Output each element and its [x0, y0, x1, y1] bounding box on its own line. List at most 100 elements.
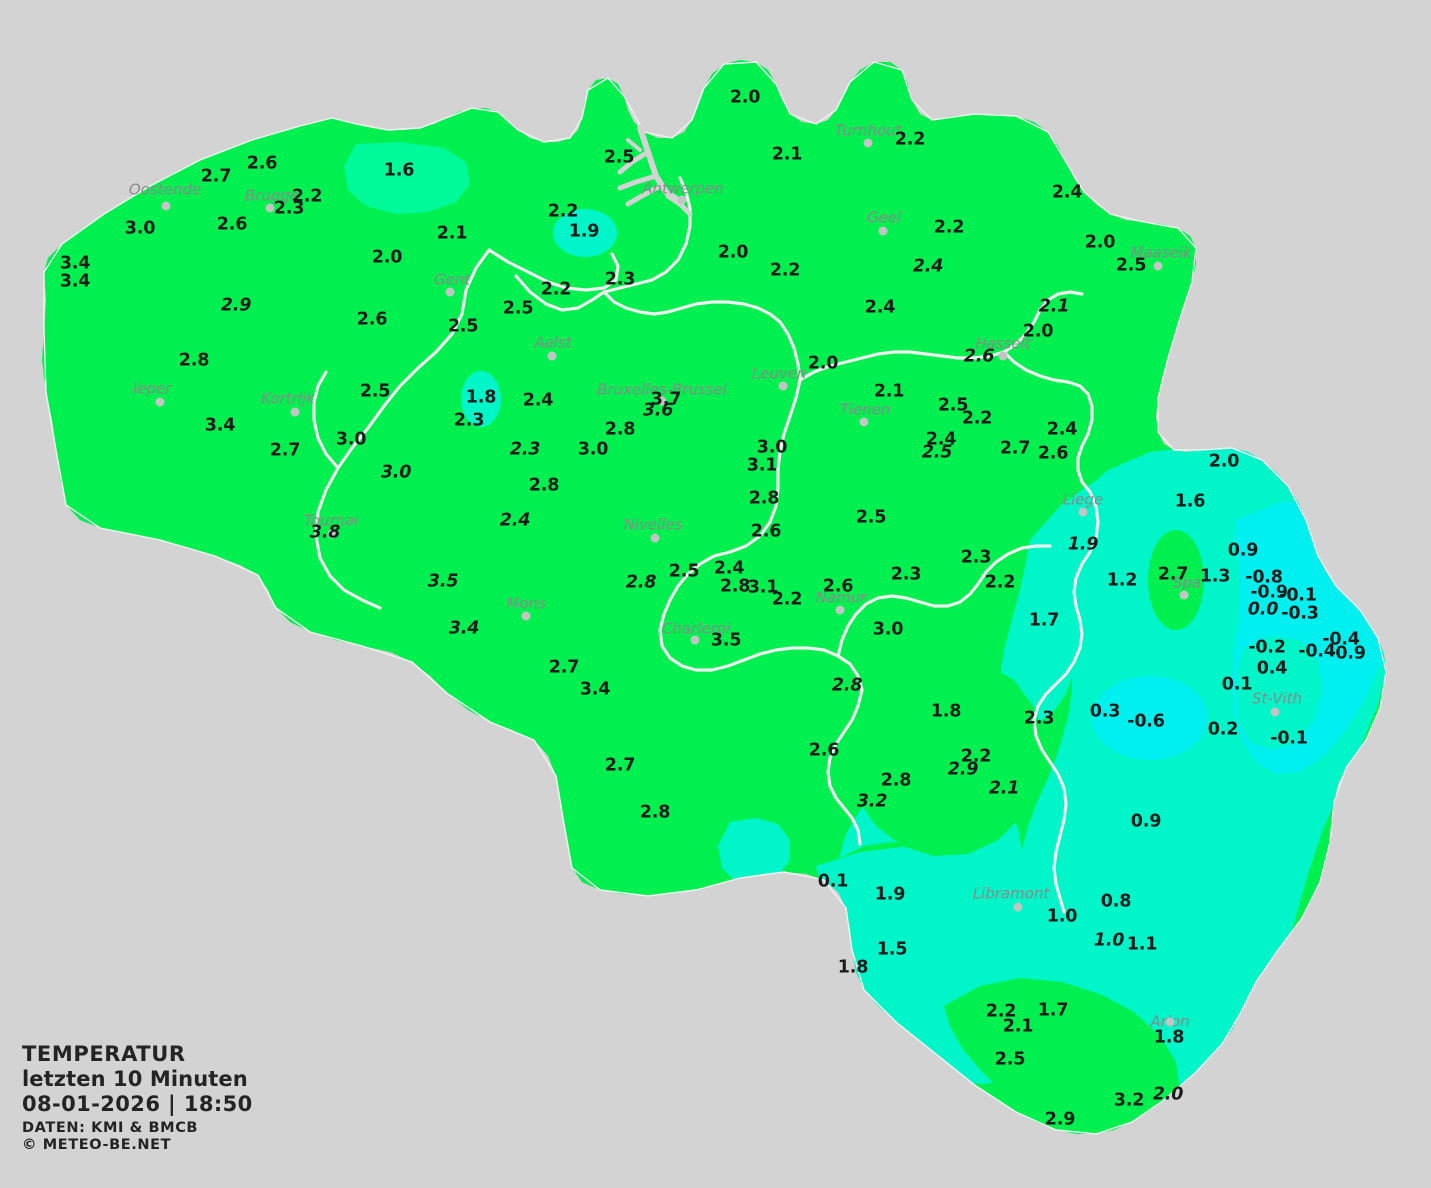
- temperature-value-label: -0.4: [1322, 629, 1360, 650]
- band-turquoise-stvith-island: [1236, 636, 1322, 750]
- band-spring-antwerp: [553, 209, 617, 257]
- band-turquoise-liege-valley: [1000, 480, 1118, 726]
- temperature-value-label: 3.5: [427, 571, 459, 592]
- temperature-value-label: 2.7: [999, 438, 1031, 459]
- temperature-value-label: 2.8: [639, 802, 671, 823]
- city-marker-dot: [863, 138, 873, 148]
- temperature-value-label: 2.0: [1208, 451, 1240, 472]
- band-spring-brussels-west: [461, 371, 501, 427]
- temperature-value-label: 2.8: [831, 675, 863, 696]
- temperature-value-label: 2.6: [963, 346, 995, 367]
- temperature-value-label: 0.1: [817, 871, 849, 892]
- temperature-value-label: 2.0: [1084, 232, 1116, 253]
- band-green-spa: [1148, 530, 1204, 630]
- city-marker-dot: [835, 605, 845, 615]
- city-label: Bruxelles-Brussel: [597, 380, 727, 399]
- city-marker-dot: [445, 287, 455, 297]
- temperature-value-label: 2.4: [499, 510, 531, 531]
- temperature-value-label: 1.7: [1037, 1000, 1069, 1021]
- temperature-value-label: 2.1: [771, 144, 803, 165]
- band-green-gaume: [944, 978, 1180, 1128]
- temperature-value-label: 3.4: [59, 271, 91, 292]
- legend-subtitle: letzten 10 Minuten: [22, 1066, 248, 1091]
- city-label: Turnhout: [834, 121, 902, 140]
- temperature-value-label: 3.6: [642, 400, 674, 421]
- temperature-value-label: 3.0: [577, 439, 609, 460]
- temperature-value-label: 2.1: [1002, 1016, 1034, 1037]
- temperature-value-label: 2.3: [1023, 708, 1055, 729]
- city-label: Maaseik: [1130, 243, 1192, 262]
- city-label: St-Vith: [1251, 689, 1303, 708]
- temperature-value-label: 2.0: [729, 87, 761, 108]
- temperature-value-label: 2.8: [528, 475, 560, 496]
- temperature-value-label: 3.1: [746, 455, 778, 476]
- temperature-value-label: 2.7: [604, 755, 636, 776]
- temperature-value-label: 2.8: [178, 350, 210, 371]
- temperature-value-label: 1.1: [1126, 934, 1158, 955]
- temperature-value-label: 2.1: [1038, 296, 1070, 317]
- temperature-value-label: 1.8: [930, 701, 962, 722]
- city-marker-dot: [778, 381, 788, 391]
- city-label: Libramont: [972, 884, 1050, 903]
- temperature-value-label: 2.6: [822, 576, 854, 597]
- city-marker-dot: [1270, 707, 1280, 717]
- legend-title: TEMPERATUR: [22, 1042, 186, 1066]
- temperature-value-label: 0.1: [1221, 674, 1253, 695]
- temperature-value-label: 1.2: [1106, 570, 1138, 591]
- temperature-value-label: 2.8: [604, 419, 636, 440]
- temperature-value-label: 3.7: [650, 389, 682, 410]
- temperature-value-label: 2.9: [1044, 1109, 1076, 1130]
- temperature-value-label: 3.5: [710, 630, 742, 651]
- temperature-value-label: 3.2: [856, 791, 888, 812]
- city-marker-dot: [290, 407, 300, 417]
- temperature-value-label: 2.6: [1037, 443, 1069, 464]
- temperature-value-label: 2.4: [1046, 419, 1078, 440]
- province-borders: [312, 176, 1100, 914]
- temperature-value-label: 2.3: [453, 410, 485, 431]
- temperature-value-label: 2.6: [356, 309, 388, 330]
- temperature-value-label: 2.3: [890, 564, 922, 585]
- city-marker-dot: [677, 195, 687, 205]
- temperature-value-label: 2.8: [880, 770, 912, 791]
- city-marker-dot: [1013, 902, 1023, 912]
- temperature-value-label: 3.4: [448, 618, 480, 639]
- temperature-value-label: 2.2: [291, 186, 323, 207]
- temperature-value-label: 3.0: [756, 437, 788, 458]
- city-label: Ieper: [132, 379, 172, 398]
- city-marker-dot: [265, 203, 275, 213]
- temperature-value-label: 1.8: [837, 957, 869, 978]
- temperature-value-label: 0.2: [1207, 719, 1239, 740]
- temperature-value-label: -0.8: [1245, 567, 1283, 588]
- temperature-value-label: 2.4: [522, 390, 554, 411]
- temperature-value-label: 2.6: [750, 521, 782, 542]
- temperature-value-label: 0.4: [1256, 658, 1288, 679]
- city-marker-dot: [1165, 1017, 1175, 1027]
- temperature-value-label: 1.9: [1067, 534, 1099, 555]
- temperature-value-label: 2.5: [855, 507, 887, 528]
- temperature-value-label: 2.2: [540, 279, 572, 300]
- temperature-value-label: 3.1: [747, 577, 779, 598]
- city-label: Mons: [506, 594, 546, 613]
- city-label: Charleroi: [661, 619, 731, 638]
- city-marker-dot: [161, 201, 171, 211]
- temperature-value-label: 3.8: [309, 522, 341, 543]
- city-label: Tournai: [303, 511, 359, 530]
- legend-source: DATEN: KMI & BMCB: [22, 1120, 199, 1137]
- city-label: Brugge: [244, 186, 300, 205]
- temperature-value-label: 1.8: [465, 387, 497, 408]
- city-label: Hasselt: [975, 334, 1031, 353]
- temperature-value-label: 2.5: [502, 298, 534, 319]
- temperature-value-label: 2.2: [894, 129, 926, 150]
- temperature-value-label: 3.0: [335, 429, 367, 450]
- city-label: Nivelles: [623, 515, 683, 534]
- temperature-value-label: 2.2: [984, 572, 1016, 593]
- legend-datetime: 08-01-2026 | 18:50: [22, 1091, 253, 1116]
- temperature-value-label: 2.7: [269, 440, 301, 461]
- temperature-value-label: 1.8: [1153, 1027, 1185, 1048]
- city-label: Leuven: [751, 364, 807, 383]
- temperature-value-label: -0.9: [1250, 582, 1288, 603]
- temperature-value-label: 2.7: [200, 166, 232, 187]
- temperature-value-label: -0.1: [1270, 728, 1308, 749]
